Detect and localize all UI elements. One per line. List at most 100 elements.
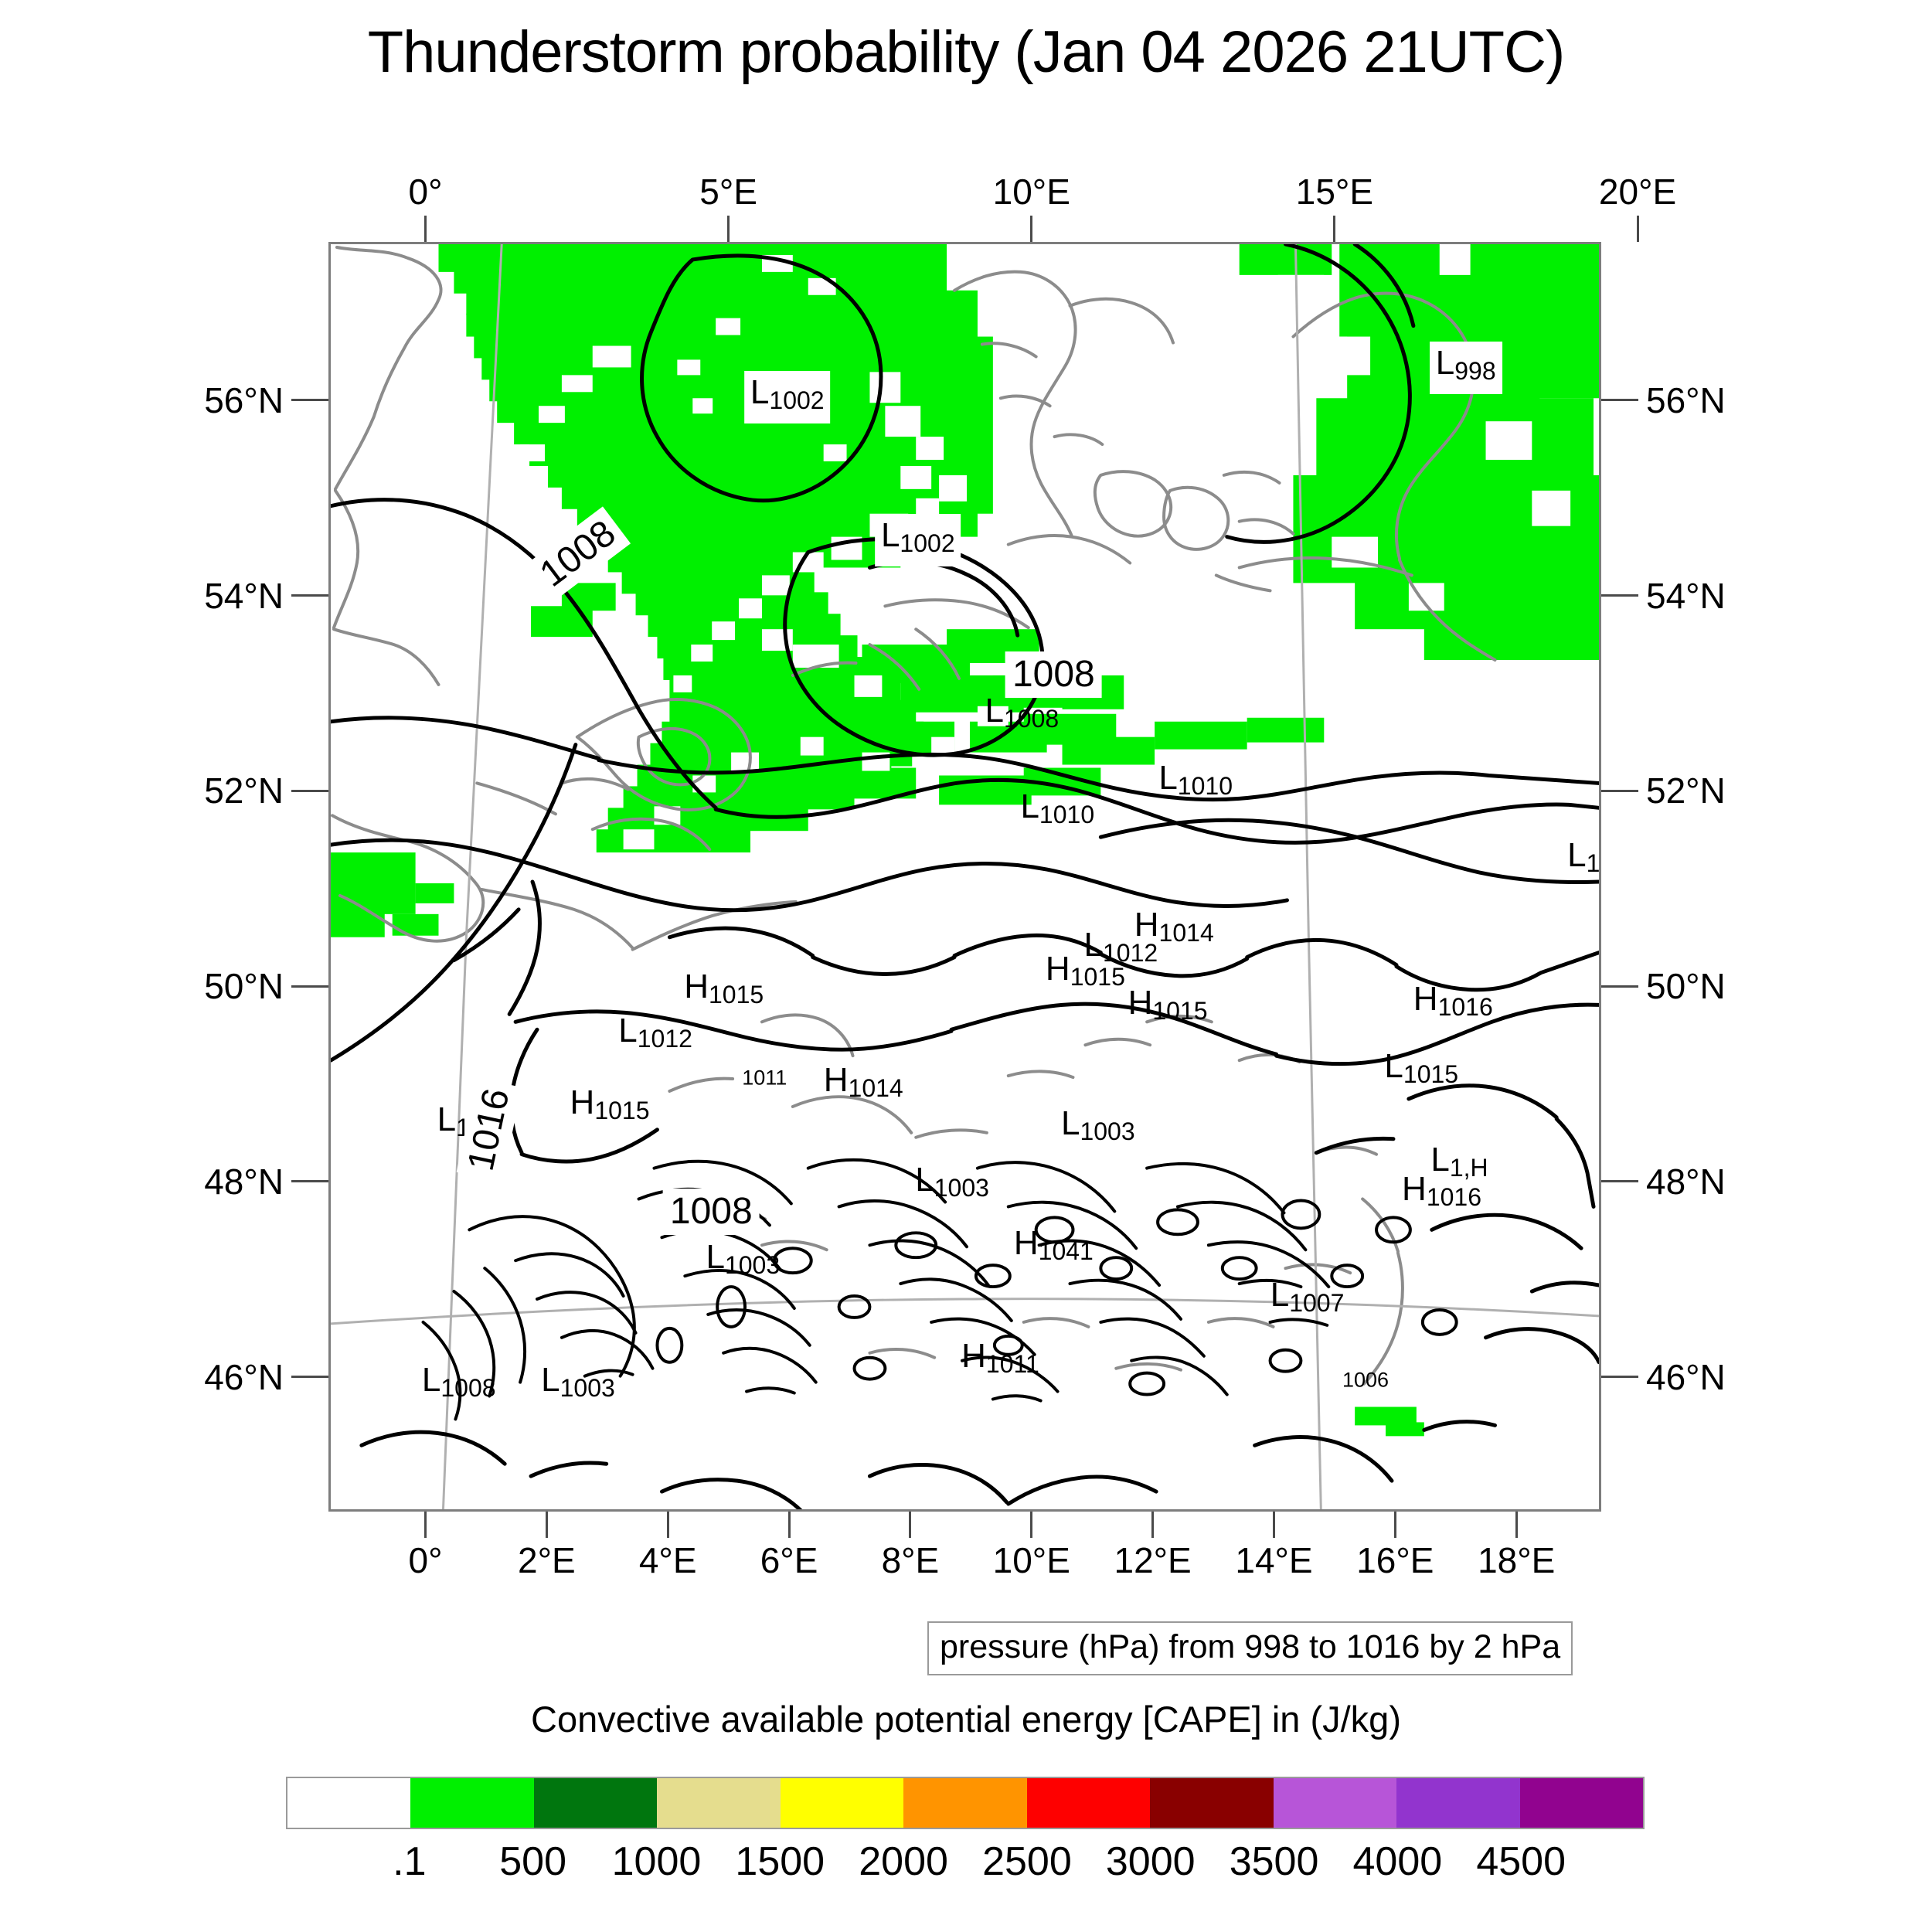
pressure-label-l-29: L1003 bbox=[541, 1360, 615, 1402]
pressure-label-h-16: H1014 bbox=[823, 1060, 903, 1102]
lat-tick-left-4: 48°N bbox=[204, 1161, 284, 1202]
tick-mark bbox=[291, 1180, 328, 1183]
tick-mark bbox=[1601, 594, 1638, 597]
colorbar-tick-2: 1000 bbox=[611, 1839, 702, 1884]
pressure-label-l-25: L1007 bbox=[1270, 1276, 1345, 1318]
tick-mark bbox=[1601, 1180, 1638, 1183]
colorbar-swatch-10 bbox=[1519, 1778, 1643, 1828]
tick-mark bbox=[291, 789, 328, 792]
lon-tick-top-4: 20°E bbox=[1598, 172, 1677, 212]
lon-tick-bottom-2: 4°E bbox=[638, 1540, 697, 1580]
lat-tick-right-0: 56°N bbox=[1646, 379, 1726, 420]
contour-value-label-3: 1008 bbox=[662, 1189, 760, 1236]
pressure-label-l-0: L1002 bbox=[743, 371, 831, 424]
colorbar-tick-6: 3000 bbox=[1105, 1839, 1196, 1884]
pressure-label-h-11: H1015 bbox=[684, 967, 764, 1009]
colorbar-swatch-1 bbox=[410, 1778, 534, 1828]
tick-mark bbox=[423, 1512, 427, 1538]
tick-mark bbox=[1636, 216, 1639, 242]
map-plot-area: L1002 L998 L1002 L1008 L1010 L1010 L1 H1014 L101… bbox=[328, 242, 1601, 1512]
pressure-label-h-9: H1015 bbox=[1045, 949, 1125, 991]
pressure-label-l-6: L1 bbox=[1567, 835, 1600, 877]
tick-mark bbox=[423, 216, 427, 242]
contour-value-label-1: 1008 bbox=[1005, 651, 1102, 698]
tick-mark bbox=[291, 399, 328, 402]
lon-tick-bottom-4: 8°E bbox=[881, 1540, 940, 1580]
colorbar-swatch-7 bbox=[1150, 1778, 1274, 1828]
pressure-label-h-23: H1041 bbox=[1013, 1224, 1094, 1266]
tick-mark bbox=[1601, 1376, 1638, 1379]
colorbar-swatch-4 bbox=[780, 1778, 904, 1828]
lon-tick-bottom-9: 18°E bbox=[1478, 1540, 1556, 1580]
tick-mark bbox=[291, 1376, 328, 1379]
colorbar-swatch-6 bbox=[1026, 1778, 1151, 1828]
page-title: Thunderstorm probability (Jan 04 2026 21… bbox=[367, 19, 1566, 85]
pressure-label-l-28: L1008 bbox=[421, 1360, 496, 1402]
lon-tick-bottom-0: 0° bbox=[408, 1540, 443, 1580]
pressure-label-l-3: L1008 bbox=[985, 691, 1060, 733]
lat-tick-left-3: 50°N bbox=[204, 966, 284, 1007]
colorbar-tick-4: 2000 bbox=[859, 1839, 948, 1884]
pressure-label-l-1: L998 bbox=[1429, 342, 1502, 395]
tick-mark bbox=[909, 1512, 912, 1538]
lon-tick-bottom-6: 12°E bbox=[1114, 1540, 1192, 1580]
pressure-label-h-7: H1014 bbox=[1134, 905, 1214, 947]
pressure-label-l-20: L1003 bbox=[915, 1161, 989, 1202]
pressure-contours-layer bbox=[331, 244, 1599, 1509]
tick-mark bbox=[1601, 399, 1638, 402]
tick-mark bbox=[1272, 1512, 1275, 1538]
pressure-label-l-19: L1003 bbox=[1060, 1104, 1135, 1145]
lat-tick-left-0: 56°N bbox=[204, 379, 284, 420]
map-canvas bbox=[331, 244, 1599, 1509]
lon-tick-top-3: 15°E bbox=[1295, 172, 1374, 212]
colorbar-tick-7: 3500 bbox=[1229, 1839, 1319, 1884]
lon-tick-bottom-7: 14°E bbox=[1235, 1540, 1313, 1580]
tick-mark bbox=[1393, 1512, 1396, 1538]
pressure-label-l-24: L1003 bbox=[706, 1238, 781, 1280]
colorbar-tick-3: 1500 bbox=[735, 1839, 825, 1884]
cape-colorbar-ticks: .1 500 1000 1500 2000 2500 3000 3500 4000 4500 bbox=[286, 1838, 1645, 1892]
pressure-label-h-10: H1015 bbox=[1128, 984, 1208, 1026]
lat-tick-left-5: 46°N bbox=[204, 1356, 284, 1397]
lat-tick-right-5: 46°N bbox=[1646, 1356, 1726, 1397]
colorbar-swatch-8 bbox=[1273, 1778, 1397, 1828]
lon-tick-top-2: 10°E bbox=[992, 172, 1070, 212]
lat-tick-right-4: 48°N bbox=[1646, 1161, 1726, 1202]
pressure-label-h-27: H1011 bbox=[961, 1336, 1039, 1378]
colorbar-tick-9: 4500 bbox=[1476, 1839, 1566, 1884]
colorbar-tick-0: .1 bbox=[393, 1839, 427, 1884]
colorbar-swatch-3 bbox=[657, 1778, 781, 1828]
pressure-caption: pressure (hPa) from 998 to 1016 by 2 hPa bbox=[927, 1621, 1573, 1675]
lat-tick-left-2: 52°N bbox=[204, 770, 284, 811]
tick-mark bbox=[1333, 216, 1336, 242]
tick-mark bbox=[1601, 985, 1638, 988]
lon-tick-bottom-8: 16°E bbox=[1356, 1540, 1434, 1580]
tick-mark bbox=[545, 1512, 548, 1538]
lat-tick-right-3: 50°N bbox=[1646, 966, 1726, 1007]
tick-mark bbox=[1151, 1512, 1155, 1538]
pressure-label-h-12: H1016 bbox=[1413, 980, 1493, 1022]
coastlines-layer bbox=[331, 245, 1497, 1386]
lon-tick-top-0: 0° bbox=[408, 172, 443, 212]
pressure-label-t-15: 1011 bbox=[742, 1066, 787, 1090]
pressure-label-l-13: L1012 bbox=[618, 1012, 692, 1053]
colorbar-tick-1: 500 bbox=[499, 1839, 567, 1884]
tick-mark bbox=[291, 594, 328, 597]
pressure-label-h-17: H1015 bbox=[570, 1083, 650, 1125]
tick-mark bbox=[1601, 789, 1638, 792]
cape-colorbar bbox=[286, 1777, 1645, 1829]
pressure-label-l-14: L1015 bbox=[1384, 1046, 1459, 1088]
colorbar-tick-5: 2500 bbox=[982, 1839, 1072, 1884]
lat-tick-right-1: 54°N bbox=[1646, 575, 1726, 616]
lon-tick-top-1: 5°E bbox=[699, 172, 757, 212]
colorbar-swatch-9 bbox=[1396, 1778, 1520, 1828]
lon-tick-bottom-5: 10°E bbox=[992, 1540, 1070, 1580]
pressure-label-l-5: L1010 bbox=[1020, 787, 1095, 829]
colorbar-tick-8: 4000 bbox=[1352, 1839, 1443, 1884]
pressure-label-t-26: 1006 bbox=[1342, 1368, 1389, 1392]
lat-tick-right-2: 52°N bbox=[1646, 770, 1726, 811]
tick-mark bbox=[1030, 216, 1033, 242]
pressure-label-l-4: L1010 bbox=[1158, 758, 1233, 800]
tick-mark bbox=[291, 985, 328, 988]
